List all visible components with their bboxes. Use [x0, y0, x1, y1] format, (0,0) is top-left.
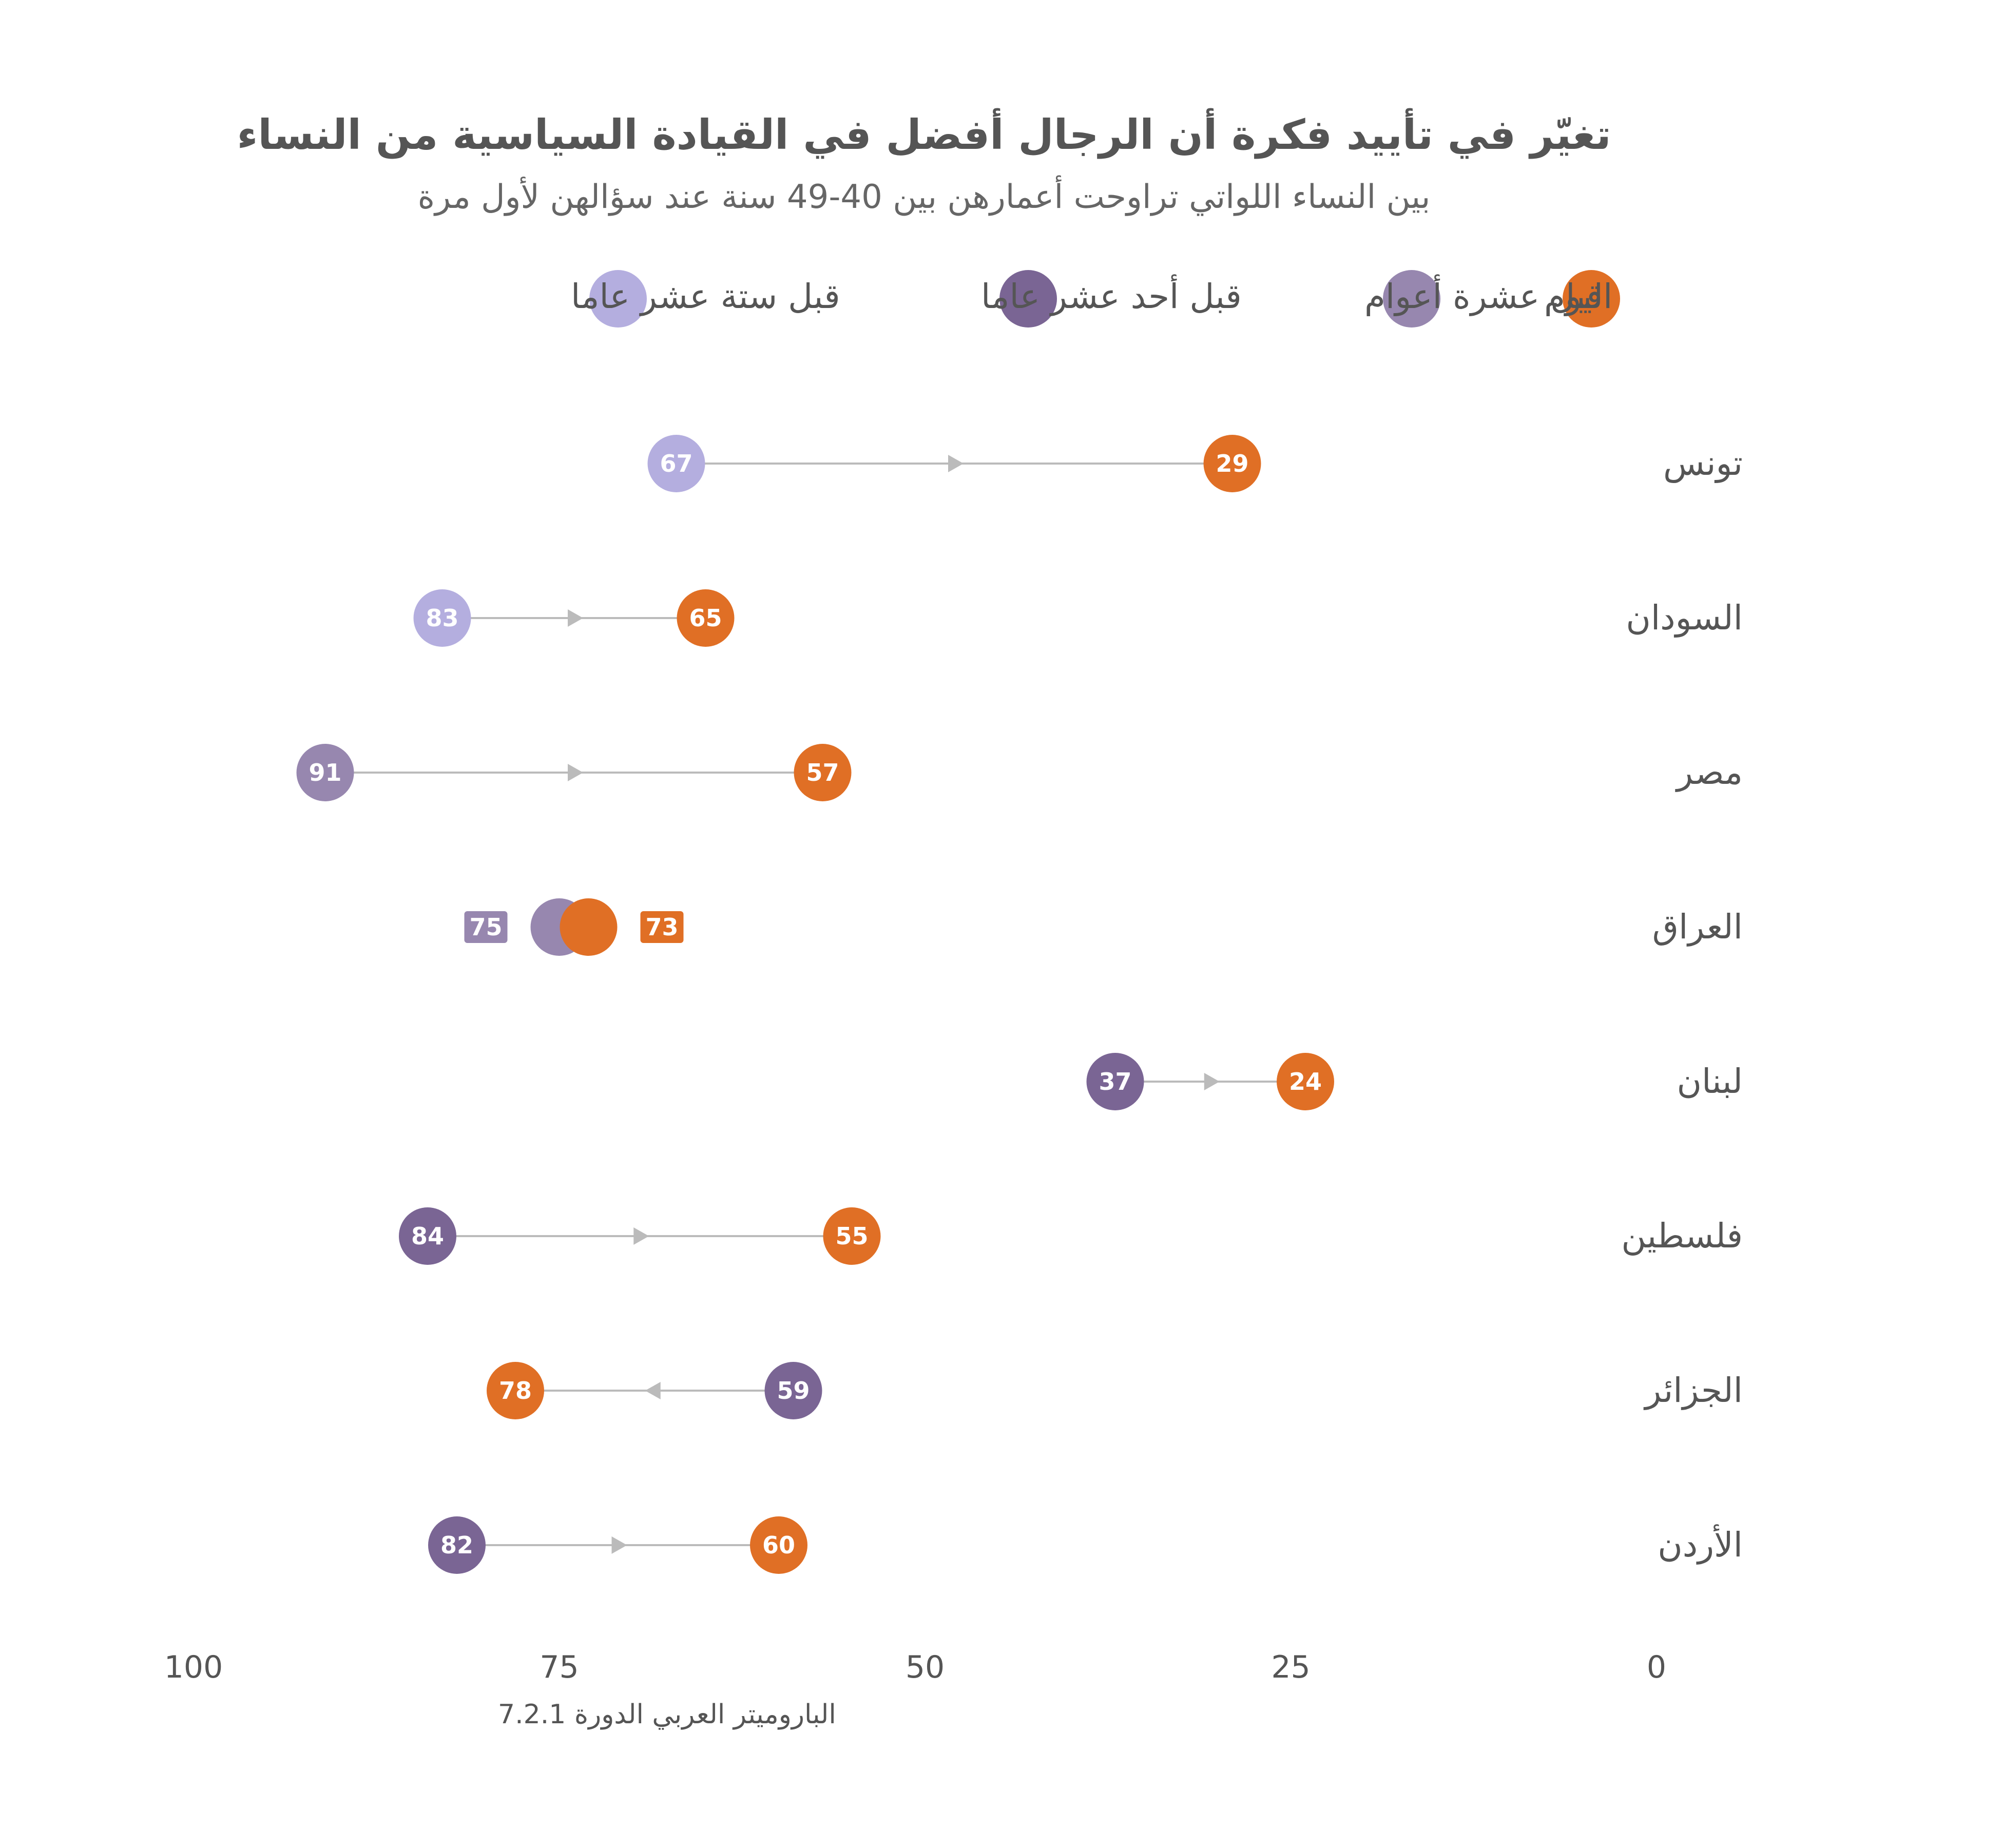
x-tick-label: 100: [164, 1649, 223, 1685]
row-3: العراق 75 73: [464, 898, 1743, 956]
row-0: تونس 67 29: [647, 435, 1743, 492]
country-label: مصر: [1675, 753, 1743, 792]
x-tick-label: 0: [1647, 1649, 1666, 1685]
start-value-label: 59: [777, 1377, 810, 1404]
country-label: فلسطين: [1621, 1216, 1743, 1256]
start-point: [428, 1516, 486, 1574]
country-label: السودان: [1626, 598, 1743, 638]
x-axis: 100 75 50 25 0: [164, 1649, 1666, 1685]
end-value-label: 55: [835, 1222, 868, 1250]
start-value-label: 84: [411, 1222, 444, 1250]
end-point: [1277, 1053, 1334, 1110]
end-point: [823, 1207, 881, 1265]
legend-marker-ago16: [589, 270, 647, 328]
end-point: [794, 744, 852, 801]
source-note: الباروميتر العربي الدورة 7.2.1: [498, 1699, 836, 1730]
end-value-label: 60: [762, 1531, 795, 1559]
legend-label-today: اليوم: [1544, 277, 1612, 316]
direction-arrow: [568, 764, 583, 781]
country-label: الجزائر: [1643, 1371, 1743, 1410]
start-value-label: 67: [660, 450, 692, 477]
country-label: تونس: [1663, 444, 1743, 483]
end-point: [560, 898, 618, 956]
plot-area: تونس 67 29 السودان 83 65 مصر 91 57 العراق 75 73 لبنا…: [296, 435, 1743, 1574]
direction-arrow: [568, 609, 583, 627]
end-value-label: 57: [806, 759, 839, 786]
start-point: [764, 1362, 822, 1419]
row-2: مصر 91 57: [296, 744, 1743, 801]
row-4: لبنان 37 24: [1086, 1053, 1743, 1110]
end-point: [487, 1362, 544, 1419]
legend-marker-today: [1563, 270, 1620, 328]
end-value-label: 78: [499, 1377, 532, 1404]
chart-title: تغيّر في تأييد فكرة أن الرجال أفضل في ال…: [237, 108, 1611, 159]
direction-arrow: [948, 455, 964, 472]
country-label: الأردن: [1658, 1524, 1743, 1565]
end-value-label: 24: [1289, 1068, 1322, 1095]
legend-marker-ago10: [1383, 270, 1440, 328]
country-label: العراق: [1652, 907, 1743, 947]
start-value-label: 82: [440, 1531, 473, 1559]
x-tick-label: 25: [1271, 1649, 1310, 1685]
direction-arrow: [1204, 1073, 1220, 1090]
start-point: [647, 435, 705, 492]
end-value-label: 29: [1216, 450, 1248, 477]
start-value-label: 75: [469, 913, 502, 941]
row-6: الجزائر 59 78: [487, 1362, 1743, 1419]
row-1: السودان 83 65: [413, 589, 1743, 647]
legend-label-ago11: قبل أحد عشر عاما: [981, 274, 1242, 316]
end-point: [677, 589, 735, 647]
direction-arrow: [645, 1382, 661, 1399]
start-value-label: 83: [426, 604, 458, 632]
start-value-label: 91: [309, 759, 341, 786]
end-value-box: [640, 911, 684, 943]
x-tick-label: 75: [540, 1649, 579, 1685]
country-label: لبنان: [1677, 1062, 1743, 1101]
direction-arrow: [633, 1227, 649, 1245]
start-point: [1086, 1053, 1144, 1110]
start-point: [413, 589, 471, 647]
end-value-label: 65: [689, 604, 722, 632]
end-value-label: 73: [645, 913, 678, 941]
x-tick-label: 50: [906, 1649, 945, 1685]
row-7: الأردن 82 60: [428, 1516, 1743, 1574]
end-point: [750, 1516, 807, 1574]
start-value-box: [464, 911, 508, 943]
legend-marker-ago11: [999, 270, 1057, 328]
chart-subtitle: بين النساء اللواتي تراوحت أعمارهن بين 40…: [418, 175, 1431, 216]
start-point: [296, 744, 354, 801]
legend-label-ago16: قبل ستة عشر عاما: [571, 277, 840, 316]
row-5: فلسطين 84 55: [399, 1207, 1743, 1265]
end-point: [1203, 435, 1261, 492]
start-point: [399, 1207, 456, 1265]
start-value-label: 37: [1099, 1068, 1131, 1095]
direction-arrow: [611, 1536, 627, 1554]
legend-label-ago10: قبل عشرة أعوام: [1364, 274, 1603, 316]
